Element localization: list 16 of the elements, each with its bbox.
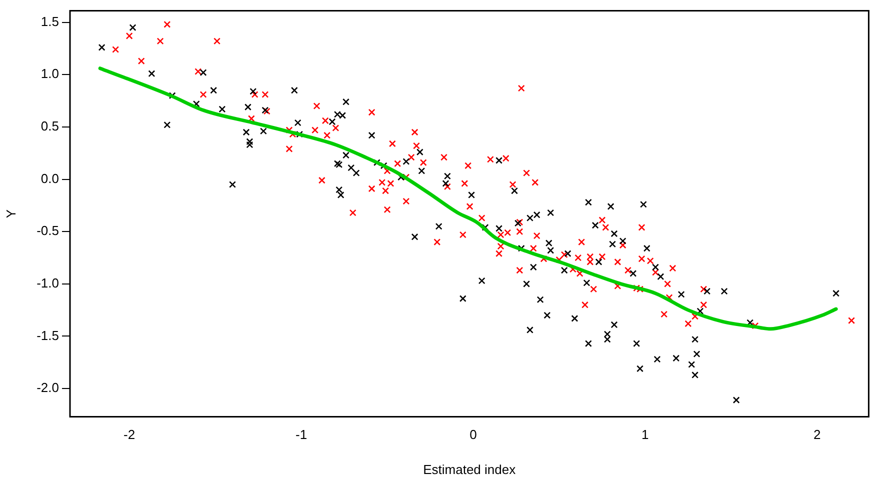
x-axis-title: Estimated index [423, 462, 516, 477]
x-tick-label: 2 [814, 427, 821, 442]
y-tick-label: -1.0 [36, 275, 59, 290]
y-tick-label: 0.5 [40, 118, 59, 134]
x-tick-label: -2 [124, 427, 136, 442]
y-tick-label: 0.0 [40, 170, 59, 186]
y-axis-title: Y [3, 209, 18, 218]
y-tick-label: -1.5 [36, 328, 59, 343]
x-tick-label: 1 [642, 427, 649, 442]
y-tick-label: -2.0 [36, 380, 59, 396]
y-tick-label: -0.5 [36, 223, 59, 238]
x-tick-label: 0 [470, 427, 477, 442]
y-tick-label: 1.5 [40, 14, 59, 29]
y-tick-label: 1.0 [40, 66, 59, 82]
line-series [98, 66, 838, 331]
x-tick-label: -1 [295, 427, 308, 442]
